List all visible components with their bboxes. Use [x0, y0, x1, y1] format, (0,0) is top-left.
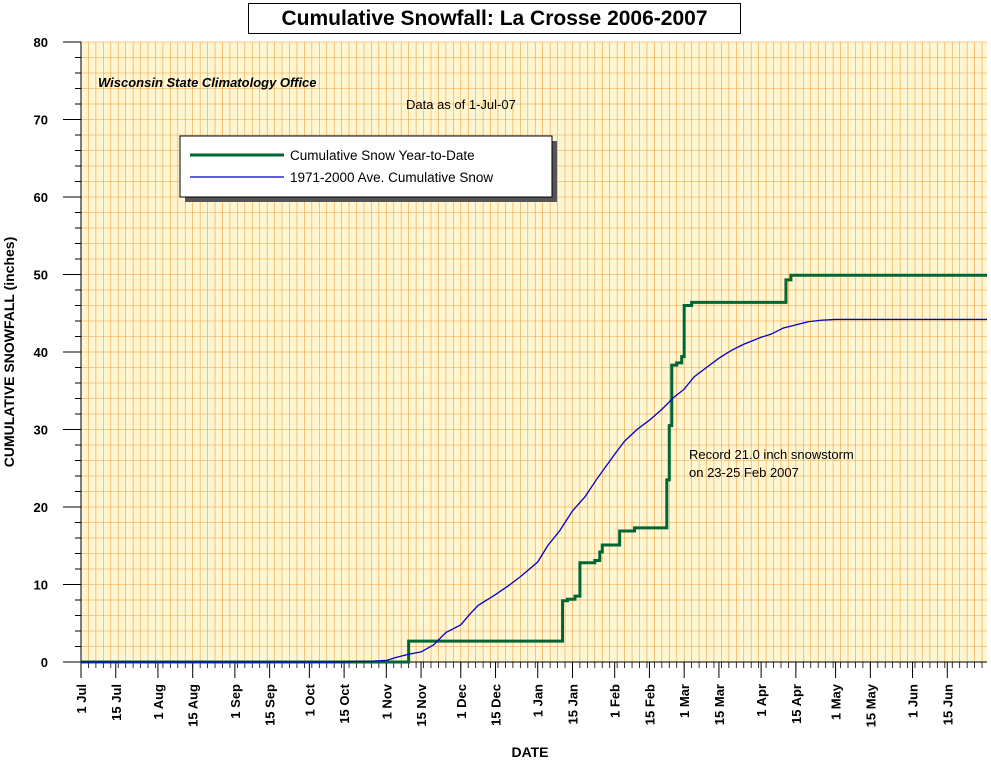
x-tick-label: 1 Nov	[379, 683, 394, 719]
y-tick-label: 20	[34, 500, 48, 515]
x-tick-labels: 1 Jul 15 Jul 1 Aug 15 Aug 1 Sep 15 Sep 1 Oct 15…	[74, 683, 955, 727]
x-tick-label: 1 Oct	[302, 683, 317, 716]
y-tick-label: 80	[34, 35, 48, 50]
x-tick-label: 1 Mar	[677, 684, 692, 718]
x-tick-label: 1 Jun	[906, 684, 921, 718]
x-tick-label: 1 Sep	[228, 684, 243, 719]
x-tick-label: 15 Jul	[109, 684, 124, 721]
y-axis-title: CUMULATIVE SNOWFALL (inches)	[1, 237, 17, 467]
x-tick-label: 15 Mar	[712, 684, 727, 725]
x-tick-label: 1 Apr	[754, 684, 769, 717]
record-annotation-line1: Record 21.0 inch snowstorm	[689, 447, 854, 462]
x-tick-label: 1 Jan	[531, 684, 546, 717]
x-tick-label: 1 Jul	[74, 684, 89, 714]
x-tick-label: 15 Aug	[186, 684, 201, 727]
y-tick-labels: 0 10 20 30 40 50 60 70 80	[34, 35, 48, 670]
y-tick-label: 60	[34, 190, 48, 205]
y-tick-label: 10	[34, 578, 48, 593]
x-tick-label: 15 Jun	[940, 684, 955, 725]
series-line-average	[81, 318, 987, 663]
grid	[80, 41, 987, 663]
x-tick-label: 15 Oct	[337, 683, 352, 723]
legend-box	[179, 135, 553, 198]
record-annotation-line2: on 23-25 Feb 2007	[689, 465, 799, 480]
legend: Cumulative Snow Year-to-Date 1971-2000 A…	[179, 135, 557, 202]
x-tick-label: 1 Feb	[608, 684, 623, 718]
legend-label-ytd: Cumulative Snow Year-to-Date	[290, 148, 475, 163]
x-tick-label: 1 Aug	[151, 684, 166, 720]
x-tick-label: 15 Sep	[263, 684, 278, 726]
x-tick-label: 15 Dec	[489, 684, 504, 726]
x-tick-label: 1 Dec	[454, 684, 469, 719]
x-tick-label: 1 May	[829, 683, 844, 720]
chart-title: Cumulative Snowfall: La Crosse 2006-2007	[248, 3, 741, 34]
data-as-of-annotation: Data as of 1-Jul-07	[406, 97, 516, 112]
x-tick-label: 15 Apr	[789, 684, 804, 724]
x-tick-label: 15 Jan	[565, 684, 580, 725]
x-axis-title: DATE	[511, 744, 548, 760]
y-tick-label: 70	[34, 113, 48, 128]
x-tick-label: 15 Nov	[414, 683, 429, 726]
y-tick-label: 0	[41, 655, 48, 670]
y-tick-label: 50	[34, 268, 48, 283]
x-tick-label: 15 Feb	[642, 684, 657, 725]
legend-label-average: 1971-2000 Ave. Cumulative Snow	[290, 170, 493, 185]
source-annotation: Wisconsin State Climatology Office	[98, 75, 317, 90]
series-line-ytd	[81, 273, 987, 664]
y-tick-label: 40	[34, 345, 48, 360]
series-lines	[81, 273, 987, 664]
x-tick-label: 15 May	[863, 683, 878, 727]
y-tick-label: 30	[34, 423, 48, 438]
